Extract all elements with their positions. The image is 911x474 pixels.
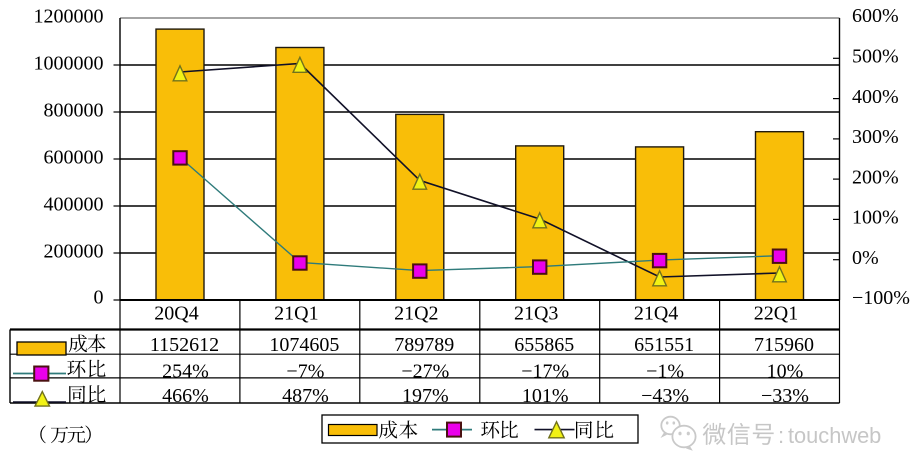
svg-text:−33%: −33%: [761, 385, 809, 407]
svg-text:800000: 800000: [44, 99, 104, 121]
svg-text:−43%: −43%: [641, 385, 689, 407]
svg-text:655865: 655865: [514, 334, 574, 356]
svg-text:0: 0: [94, 287, 104, 309]
svg-text:1000000: 1000000: [34, 52, 104, 74]
svg-text:400000: 400000: [44, 193, 104, 215]
svg-text:touchweb: touchweb: [788, 423, 881, 448]
svg-text:21Q1: 21Q1: [274, 302, 318, 324]
svg-text:1074605: 1074605: [269, 334, 339, 356]
svg-text:−1%: −1%: [646, 360, 684, 382]
svg-text:100%: 100%: [852, 207, 899, 229]
svg-text:21Q4: 21Q4: [634, 302, 678, 324]
svg-text:−100%: −100%: [852, 287, 910, 309]
svg-text:466%: 466%: [162, 385, 209, 407]
svg-text:197%: 197%: [402, 385, 449, 407]
svg-text:487%: 487%: [282, 385, 329, 407]
svg-text:600000: 600000: [44, 146, 104, 168]
svg-text:300%: 300%: [852, 126, 899, 148]
svg-text:0%: 0%: [852, 247, 879, 269]
svg-text:21Q2: 21Q2: [394, 302, 438, 324]
svg-text:600%: 600%: [852, 5, 899, 27]
svg-text:−7%: −7%: [286, 360, 324, 382]
svg-text:254%: 254%: [162, 360, 209, 382]
svg-text:21Q3: 21Q3: [514, 302, 558, 324]
svg-text:101%: 101%: [522, 385, 569, 407]
svg-text:400%: 400%: [852, 86, 899, 108]
svg-text:−27%: −27%: [401, 360, 449, 382]
svg-text:10%: 10%: [767, 360, 804, 382]
svg-text:715960: 715960: [754, 334, 814, 356]
svg-text:200000: 200000: [44, 240, 104, 262]
svg-text:1200000: 1200000: [34, 5, 104, 27]
svg-text:20Q4: 20Q4: [154, 302, 198, 324]
svg-text:−17%: −17%: [521, 360, 569, 382]
svg-text::: :: [778, 423, 784, 448]
svg-text:651551: 651551: [634, 334, 694, 356]
svg-text:500%: 500%: [852, 46, 899, 68]
svg-text:22Q1: 22Q1: [754, 302, 798, 324]
svg-text:1152612: 1152612: [150, 334, 219, 356]
svg-text:789789: 789789: [394, 334, 454, 356]
svg-text:200%: 200%: [852, 166, 899, 188]
